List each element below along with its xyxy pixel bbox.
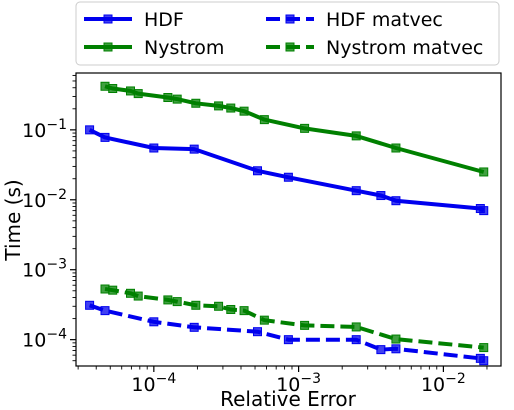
ticks-layer: 10−4 10−3 10−2 10−4 10−3 10−2 10−1	[22, 74, 488, 396]
legend-marker	[285, 42, 295, 52]
legend-entry: Nystrom	[84, 37, 224, 59]
data-point	[391, 196, 401, 206]
data-point	[133, 291, 143, 301]
data-point	[172, 94, 182, 104]
series-line	[104, 84, 485, 174]
data-point	[163, 93, 173, 103]
data-point	[214, 301, 224, 311]
data-point	[259, 315, 269, 325]
data-point	[126, 288, 136, 298]
data-point	[239, 306, 249, 316]
data-point	[126, 86, 136, 96]
data-point	[351, 131, 361, 141]
data-point	[191, 98, 201, 108]
legend-marker	[103, 42, 113, 52]
legend-label: Nystrom	[144, 37, 224, 59]
series-nystrom	[100, 81, 489, 177]
legend-box	[75, 1, 500, 66]
x-tick-label: 10−2	[421, 371, 466, 396]
data-point	[391, 344, 401, 354]
data-point	[191, 300, 201, 310]
data-point	[252, 327, 262, 337]
series-line	[88, 128, 485, 213]
legend-marker	[285, 14, 295, 24]
data-point	[172, 297, 182, 307]
series-hdf	[85, 125, 489, 216]
y-tick-label: 10−1	[22, 117, 67, 142]
data-point	[283, 335, 293, 345]
legend-marker	[103, 14, 113, 24]
x-tick-label: 10−4	[131, 371, 176, 396]
plot-frame	[75, 72, 502, 367]
data-point	[252, 166, 262, 176]
data-point	[376, 191, 386, 201]
data-point	[100, 306, 110, 316]
data-point	[163, 295, 173, 305]
data-point	[351, 335, 361, 345]
series-nystrom-matvec	[100, 284, 489, 353]
data-point	[189, 144, 199, 154]
data-point	[189, 322, 199, 332]
data-point	[100, 81, 110, 91]
legend-entry: HDF	[84, 9, 184, 31]
data-point	[376, 345, 386, 355]
data-point	[351, 322, 361, 332]
data-point	[85, 300, 95, 310]
data-point	[479, 343, 489, 353]
x-tick-label: 10−3	[276, 371, 321, 396]
data-point	[149, 317, 159, 327]
data-point	[239, 106, 249, 116]
y-axis-label: Time (s)	[1, 179, 25, 261]
series-line	[88, 303, 485, 363]
data-point	[226, 304, 236, 314]
data-point	[300, 123, 310, 133]
legend-label: HDF matvec	[326, 9, 443, 31]
data-point	[100, 284, 110, 294]
data-point	[108, 84, 118, 94]
legend-label: Nystrom matvec	[326, 37, 483, 59]
data-point	[108, 285, 118, 295]
legend-label: HDF	[144, 9, 184, 31]
y-tick-label: 10−2	[22, 187, 67, 212]
series-hdf-matvec	[85, 300, 489, 366]
data-point	[283, 172, 293, 182]
data-point	[214, 101, 224, 111]
data-point	[391, 334, 401, 344]
data-point	[351, 186, 361, 196]
x-axis-label: Relative Error	[220, 387, 357, 410]
data-point	[133, 89, 143, 99]
data-point	[391, 143, 401, 153]
legend: HDF Nystrom HDF matvec Nystrom matvec	[75, 1, 500, 66]
y-tick-label: 10−3	[22, 257, 67, 282]
legend-entry: HDF matvec	[266, 9, 443, 31]
data-point	[300, 320, 310, 330]
data-point	[259, 115, 269, 125]
data-point	[149, 143, 159, 153]
legend-entry: Nystrom matvec	[266, 37, 483, 59]
data-point	[479, 167, 489, 177]
y-tick-label: 10−4	[22, 327, 67, 352]
data-point	[100, 132, 110, 142]
data-point	[479, 206, 489, 216]
data-point	[226, 103, 236, 113]
series-layer	[85, 81, 489, 366]
data-point	[479, 356, 489, 366]
data-point	[85, 125, 95, 135]
